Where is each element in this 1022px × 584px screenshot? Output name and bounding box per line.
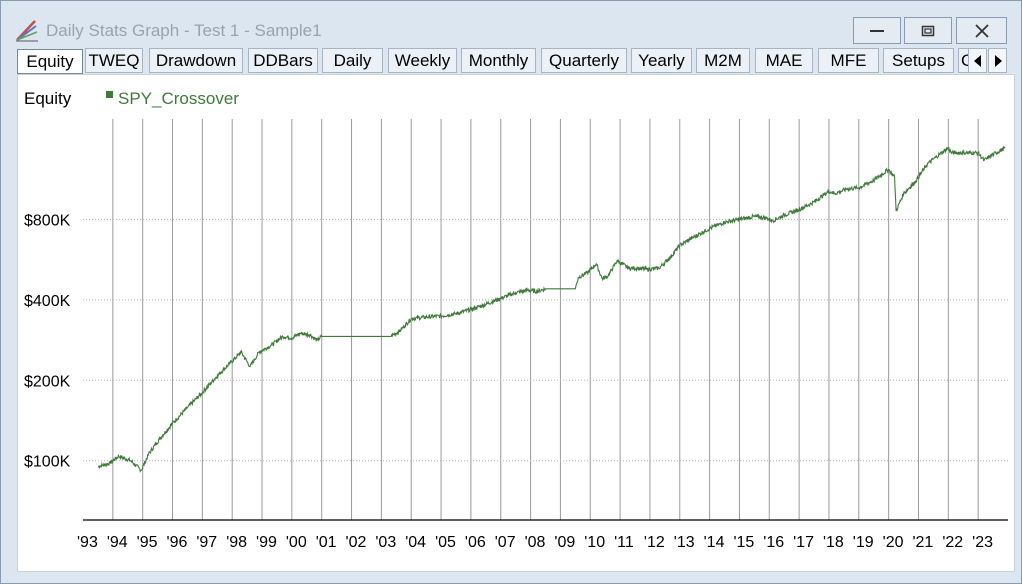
x-tick-label: '23 [972,534,993,551]
y-tick-label: $100K [24,454,71,471]
x-tick-label: '16 [763,534,784,551]
triangle-right-icon [995,55,1002,67]
tab-weekly[interactable]: Weekly [388,48,457,73]
x-tick-label: '17 [793,534,814,551]
y-axis-ticks: $100K $200K $400K $800K [24,212,71,470]
x-tick-label: '09 [554,534,575,551]
restore-icon [921,25,935,36]
x-tick-label: '03 [375,534,396,551]
x-tick-label: '00 [286,534,307,551]
x-tick-label: '21 [912,534,933,551]
x-tick-label: '96 [167,534,188,551]
x-tick-label: '93 [77,534,98,551]
tab-equity[interactable]: Equity [17,49,83,74]
x-tick-label: '11 [614,534,634,551]
x-tick-label: '22 [942,534,963,551]
tab-quarterly[interactable]: Quarterly [541,48,627,73]
x-tick-label: '04 [405,534,426,551]
y-tick-label: $400K [24,293,71,310]
x-tick-label: '99 [256,534,277,551]
x-tick-label: '07 [495,534,516,551]
x-tick-label: '05 [435,534,456,551]
x-tick-label: '95 [137,534,158,551]
tab-m2m[interactable]: M2M [696,48,750,73]
legend-label: SPY_Crossover [118,89,239,108]
chart-title: Equity [24,89,72,108]
x-tick-label: '10 [584,534,605,551]
close-icon [974,23,989,38]
x-tick-label: '97 [196,534,217,551]
gridlines [83,119,1008,520]
tab-bar: Equity TWEQ Drawdown DDBars Daily Weekly… [17,48,1012,74]
x-tick-label: '20 [883,534,904,551]
x-tick-label: '06 [465,534,486,551]
x-tick-label: '15 [733,534,754,551]
x-tick-label: '13 [674,534,695,551]
legend-swatch [106,91,113,98]
window-title: Daily Stats Graph - Test 1 - Sample1 [46,21,322,40]
x-tick-label: '01 [316,534,337,551]
tab-yearly[interactable]: Yearly [631,48,692,73]
tab-mae[interactable]: MAE [755,48,813,73]
tab-scroll-right-button[interactable] [988,48,1007,73]
series-layer [97,145,1006,473]
x-tick-label: '19 [853,534,874,551]
minimize-button[interactable] [853,17,901,44]
maximize-button[interactable] [904,17,952,44]
x-tick-label: '98 [226,534,247,551]
x-tick-label: '14 [704,534,725,551]
tab-tweq[interactable]: TWEQ [85,48,143,73]
minimize-icon [870,29,884,32]
tab-drawdown[interactable]: Drawdown [149,48,243,73]
tab-setups[interactable]: Setups [883,48,954,73]
tab-mfe[interactable]: MFE [818,48,879,73]
series-line-spy-crossover [97,145,1006,473]
tab-ddbars[interactable]: DDBars [248,48,318,73]
x-tick-label: '94 [107,534,128,551]
tab-daily[interactable]: Daily [322,48,383,73]
x-tick-label: '08 [525,534,546,551]
x-tick-label: '02 [346,534,367,551]
x-axis-ticks: '93 '94 '95 '96 '97 '98 '99 '00 '01 '02 '03 '04 '05 '… [77,534,993,551]
tab-scroll-left-button[interactable] [968,48,987,73]
y-tick-label: $200K [24,373,71,390]
pencil-chart-icon [16,20,38,42]
title-bar[interactable]: Daily Stats Graph - Test 1 - Sample1 [1,1,1021,45]
close-button[interactable] [956,17,1007,44]
x-tick-label: '12 [644,534,665,551]
y-tick-label: $800K [24,212,71,229]
x-tick-label: '18 [823,534,844,551]
equity-chart: Equity SPY_Crossover $100K $200K $400K $800… [24,89,1008,551]
tab-monthly[interactable]: Monthly [461,48,536,73]
triangle-left-icon [974,55,981,67]
chart-panel: Equity SPY_Crossover $100K $200K $400K $800… [17,74,1015,572]
